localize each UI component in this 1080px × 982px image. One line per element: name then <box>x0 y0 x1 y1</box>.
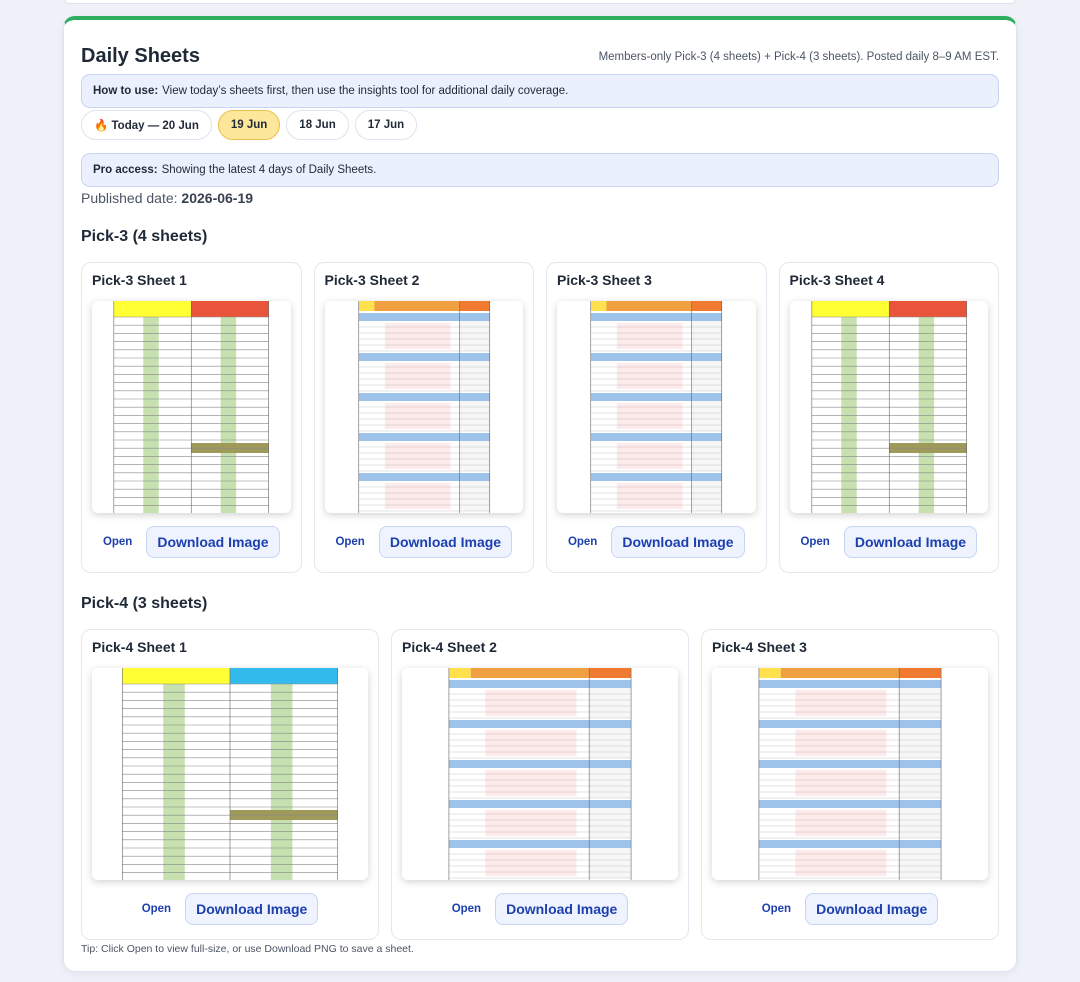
date-tab[interactable]: 🔥 Today — 20 Jun <box>81 110 212 140</box>
sheet-image <box>357 301 490 513</box>
sheet-thumbnail[interactable] <box>92 301 291 513</box>
sheet-card: Pick-3 Sheet 3 Open Download Image <box>546 262 767 573</box>
previous-card <box>63 0 1017 4</box>
sections: Pick-3 (4 sheets) Pick-3 Sheet 1 Open Downl… <box>81 228 999 940</box>
sheet-grid: Pick-4 Sheet 1 Open Download Image Pick-4 S… <box>81 629 999 940</box>
pro-box: Pro access: Showing the latest 4 days of … <box>81 153 999 187</box>
sheet-actions: Open Download Image <box>702 893 998 925</box>
download-button[interactable]: Download Image <box>805 893 939 925</box>
sheet-actions: Open Download Image <box>547 526 766 558</box>
published: Published date: 2026-06-19 <box>81 190 999 206</box>
sheet-image <box>811 301 967 513</box>
sheet-grid: Pick-3 Sheet 1 Open Download Image Pick-3 S… <box>81 262 999 573</box>
how-to-box: How to use: View today’s sheets first, th… <box>81 74 999 108</box>
date-tab[interactable]: 19 Jun <box>217 110 281 140</box>
published-label: Published date: <box>81 190 178 206</box>
sheet-image <box>113 301 269 513</box>
sheet-thumbnail[interactable] <box>789 301 988 513</box>
sheet-thumbnail[interactable] <box>402 668 678 880</box>
open-link[interactable]: Open <box>141 903 172 915</box>
download-button[interactable]: Download Image <box>495 893 629 925</box>
sheet-title: Pick-4 Sheet 1 <box>92 639 187 655</box>
sheet-image <box>122 668 338 880</box>
sheet-image <box>590 301 723 513</box>
open-link[interactable]: Open <box>567 536 598 548</box>
download-button[interactable]: Download Image <box>185 893 319 925</box>
sheet-thumbnail[interactable] <box>92 668 368 880</box>
sheet-thumbnail[interactable] <box>557 301 756 513</box>
tip: Tip: Click Open to view full-size, or us… <box>81 943 414 955</box>
date-tabs: 🔥 Today — 20 Jun 19 Jun 18 Jun 17 Jun <box>81 110 999 140</box>
section-title: Pick-4 (3 sheets) <box>81 595 208 612</box>
sheet-actions: Open Download Image <box>82 893 378 925</box>
sheet-title: Pick-3 Sheet 3 <box>557 272 652 288</box>
sheet-card: Pick-3 Sheet 1 Open Download Image <box>81 262 302 573</box>
sheet-actions: Open Download Image <box>82 526 301 558</box>
sheet-actions: Open Download Image <box>315 526 534 558</box>
sheet-actions: Open Download Image <box>780 526 999 558</box>
daily-sheets-card: Daily Sheets Members-only Pick-3 (4 shee… <box>63 16 1017 972</box>
download-button[interactable]: Download Image <box>378 526 513 558</box>
sheet-card: Pick-4 Sheet 3 Open Download Image <box>701 629 999 940</box>
sheet-card: Pick-4 Sheet 2 Open Download Image <box>391 629 689 940</box>
sheet-card: Pick-3 Sheet 4 Open Download Image <box>778 262 999 573</box>
sheet-thumbnail[interactable] <box>324 301 523 513</box>
open-link[interactable]: Open <box>761 903 792 915</box>
sheet-card: Pick-3 Sheet 2 Open Download Image <box>313 262 534 573</box>
date-tab[interactable]: 18 Jun <box>286 110 349 140</box>
subtitle: Members-only Pick-3 (4 sheets) + Pick-4 … <box>598 51 999 63</box>
header: Daily Sheets Members-only Pick-3 (4 shee… <box>81 20 999 68</box>
section-title: Pick-3 (4 sheets) <box>81 228 208 245</box>
sheet-thumbnail[interactable] <box>712 668 988 880</box>
pro-label: Pro access: <box>93 164 158 176</box>
open-link[interactable]: Open <box>335 536 365 548</box>
download-button[interactable]: Download Image <box>611 526 745 558</box>
open-link[interactable]: Open <box>102 536 133 548</box>
sheet-image <box>758 668 942 880</box>
sheet-title: Pick-4 Sheet 3 <box>712 639 807 655</box>
how-to-label: How to use: <box>93 85 159 97</box>
sheet-image <box>448 668 632 880</box>
sheet-actions: Open Download Image <box>392 893 688 925</box>
sheet-title: Pick-3 Sheet 1 <box>92 272 187 288</box>
sheet-card: Pick-4 Sheet 1 Open Download Image <box>81 629 379 940</box>
date-tab[interactable]: 17 Jun <box>354 110 418 140</box>
download-button[interactable]: Download Image <box>843 526 978 558</box>
pro-text: Showing the latest 4 days of Daily Sheet… <box>161 164 377 176</box>
open-link[interactable]: Open <box>451 903 482 915</box>
download-button[interactable]: Download Image <box>146 526 280 558</box>
sheet-title: Pick-3 Sheet 4 <box>789 272 885 288</box>
sheet-title: Pick-4 Sheet 2 <box>402 639 497 655</box>
published-date: 2026-06-19 <box>181 190 254 206</box>
how-to-text: View today’s sheets first, then use the … <box>162 85 569 97</box>
title: Daily Sheets <box>81 45 200 67</box>
sheet-title: Pick-3 Sheet 2 <box>324 272 420 288</box>
open-link[interactable]: Open <box>800 536 830 548</box>
